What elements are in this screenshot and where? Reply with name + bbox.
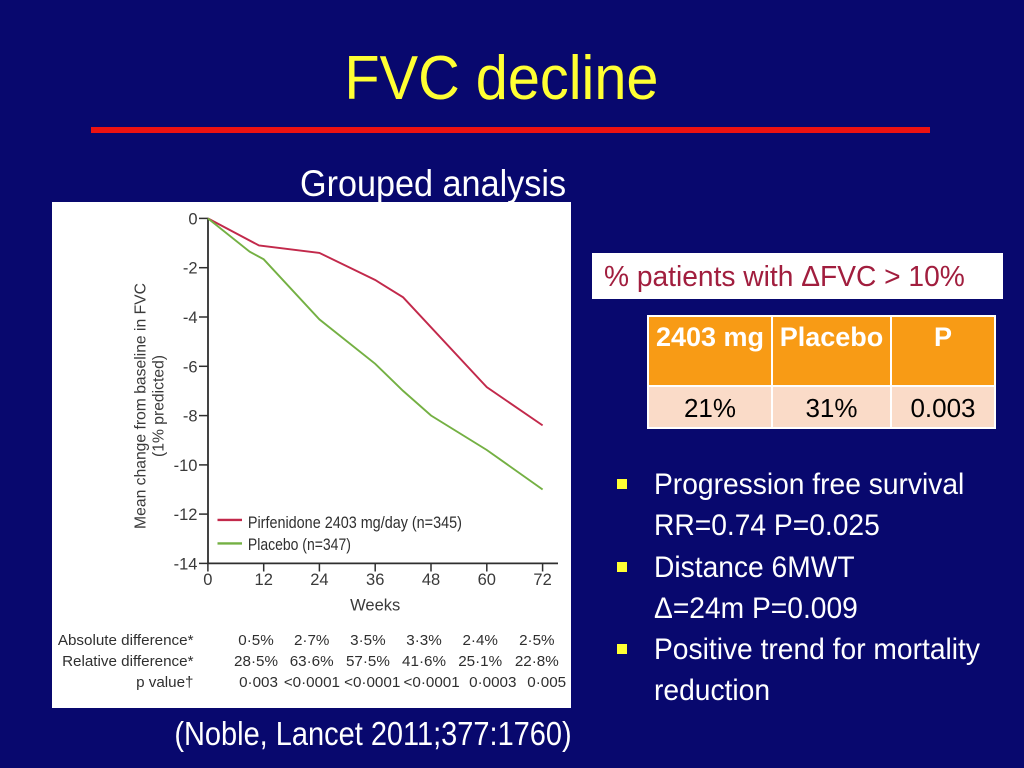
svg-text:Pirfenidone 2403 mg/day (n=345: Pirfenidone 2403 mg/day (n=345)	[248, 514, 462, 532]
svg-text:Relative difference*: Relative difference*	[62, 653, 194, 670]
svg-text:-8: -8	[183, 408, 198, 426]
svg-text:24: 24	[310, 571, 328, 589]
svg-text:Placebo (n=347): Placebo (n=347)	[248, 536, 351, 554]
svg-text:60: 60	[478, 571, 496, 589]
svg-text:-6: -6	[183, 358, 198, 376]
svg-text:0·5%: 0·5%	[238, 632, 273, 649]
svg-text:48: 48	[422, 571, 440, 589]
svg-text:3·5%: 3·5%	[350, 632, 385, 649]
svg-text:<0·0001: <0·0001	[344, 674, 400, 691]
svg-text:3·3%: 3·3%	[406, 632, 441, 649]
svg-text:2·5%: 2·5%	[519, 632, 554, 649]
svg-text:-14: -14	[174, 555, 198, 573]
svg-text:-12: -12	[174, 506, 198, 524]
svg-text:12: 12	[255, 571, 273, 589]
svg-text:25·1%: 25·1%	[458, 653, 502, 670]
svg-text:36: 36	[366, 571, 384, 589]
svg-text:<0·0001: <0·0001	[404, 674, 460, 691]
svg-text:-10: -10	[174, 457, 198, 475]
svg-text:2·4%: 2·4%	[462, 632, 497, 649]
svg-text:<0·0001: <0·0001	[284, 674, 340, 691]
svg-text:p value†: p value†	[136, 674, 193, 691]
svg-text:41·6%: 41·6%	[402, 653, 446, 670]
svg-text:0: 0	[188, 210, 197, 228]
svg-text:28·5%: 28·5%	[234, 653, 278, 670]
svg-text:57·5%: 57·5%	[346, 653, 390, 670]
svg-text:0·003: 0·003	[239, 674, 278, 691]
svg-text:-4: -4	[183, 309, 198, 327]
svg-text:-2: -2	[183, 260, 198, 278]
svg-text:Mean change from baseline in F: Mean change from baseline in FVC	[132, 283, 149, 529]
svg-text:Absolute difference*: Absolute difference*	[58, 632, 194, 649]
svg-text:(1% predicted): (1% predicted)	[151, 355, 168, 457]
svg-text:0·005: 0·005	[527, 674, 566, 691]
svg-text:Weeks: Weeks	[350, 597, 400, 615]
svg-text:0: 0	[203, 571, 212, 589]
svg-text:2·7%: 2·7%	[294, 632, 329, 649]
svg-text:72: 72	[533, 571, 551, 589]
svg-text:22·8%: 22·8%	[515, 653, 559, 670]
svg-text:0·0003: 0·0003	[469, 674, 516, 691]
svg-text:63·6%: 63·6%	[290, 653, 334, 670]
